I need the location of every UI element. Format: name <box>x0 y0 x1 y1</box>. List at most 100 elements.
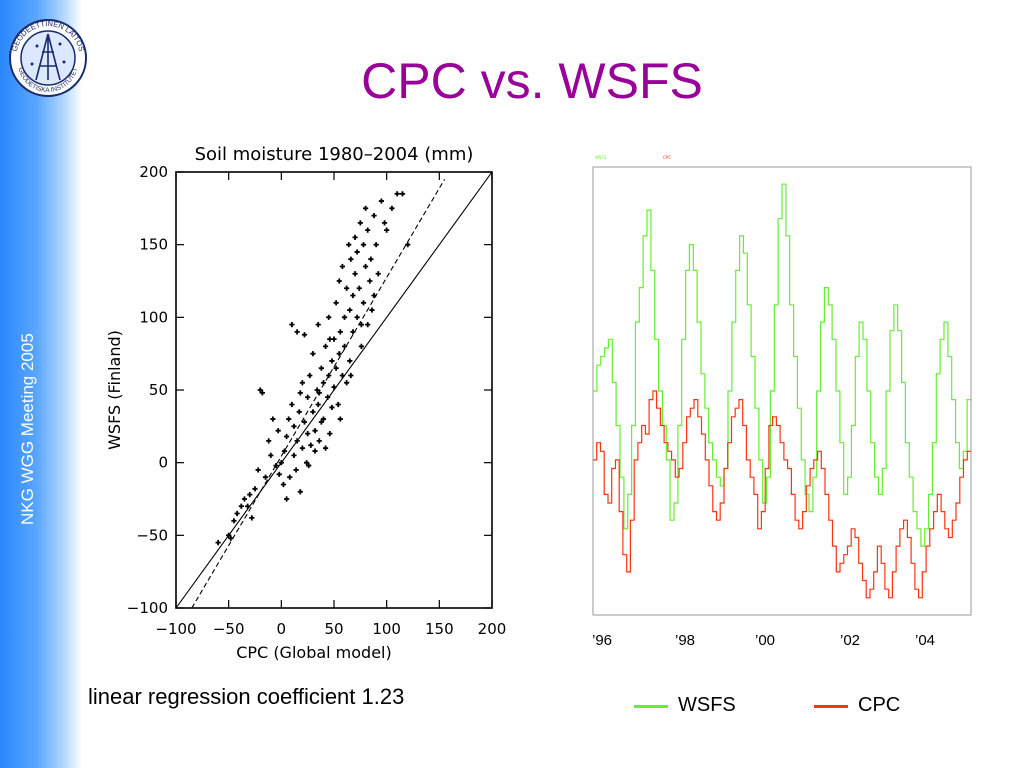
sidebar <box>0 0 82 768</box>
scatter-point <box>322 343 329 349</box>
scatter-point <box>312 448 318 454</box>
scatter-point <box>293 467 299 473</box>
ts-series-cpc <box>593 390 971 599</box>
scatter-point <box>337 329 343 335</box>
scatter-yaxis-label: WSFS (Finland) <box>105 330 124 450</box>
scatter-point <box>329 358 335 364</box>
scatter-point <box>306 462 312 469</box>
scatter-point <box>247 492 253 498</box>
ts-xtick-04: ’04 <box>915 632 936 649</box>
scatter-point <box>381 220 388 226</box>
scatter-point <box>322 445 329 451</box>
scatter-point <box>405 242 411 248</box>
scatter-point <box>371 213 377 219</box>
scatter-point <box>308 442 314 448</box>
scatter-point <box>234 510 240 517</box>
scatter-point <box>315 322 321 328</box>
scatter-point <box>310 351 316 357</box>
scatter-point <box>270 416 276 422</box>
scatter-point <box>357 220 363 226</box>
scatter-ytick-label: 50 <box>149 381 168 399</box>
scatter-point <box>347 358 353 364</box>
scatter-point <box>358 343 364 349</box>
scatter-point <box>339 372 346 379</box>
scatter-point <box>305 394 311 400</box>
scatter-point <box>339 263 346 270</box>
timeseries-chart: WSFS CPC <box>592 155 972 616</box>
scatter-point <box>335 401 341 408</box>
scatter-point <box>373 242 379 248</box>
scatter-xtick-label: 100 <box>372 620 401 638</box>
scatter-point <box>252 486 258 492</box>
scatter-point <box>284 433 290 440</box>
scatter-point <box>369 307 375 313</box>
scatter-point <box>231 518 237 524</box>
ts-xtick-96: ’96 <box>592 632 613 649</box>
scatter-xtick-label: 150 <box>425 620 454 638</box>
scatter-point <box>384 227 390 233</box>
institute-logo: GEODEETTINEN LAITOS GEODETISKA INSTITUTE… <box>9 19 87 97</box>
scatter-point <box>346 242 352 248</box>
scatter-point <box>368 256 374 262</box>
identity-line <box>176 172 492 608</box>
scatter-point <box>278 460 284 466</box>
scatter-point <box>371 292 377 299</box>
scatter-point <box>310 409 316 415</box>
scatter-point <box>315 401 321 408</box>
scatter-point <box>326 372 332 379</box>
scatter-point <box>249 515 255 521</box>
scatter-point <box>266 438 272 444</box>
scatter-point <box>301 419 308 425</box>
scatter-point <box>327 336 333 342</box>
scatter-point <box>289 322 295 328</box>
scatter-point <box>301 332 308 338</box>
scatter-ytick-label: −50 <box>136 526 168 544</box>
scatter-point <box>314 387 320 393</box>
ts-series-wsfs <box>593 183 971 547</box>
legend-label-cpc: CPC <box>858 694 901 716</box>
scatter-point <box>294 329 300 335</box>
scatter-point <box>326 314 332 320</box>
scatter-point <box>360 300 367 306</box>
scatter-point <box>275 428 281 434</box>
scatter-plot-area <box>176 172 492 608</box>
scatter-point <box>226 532 232 538</box>
scatter-point <box>363 205 369 211</box>
ts-xtick-98: ’98 <box>675 632 696 649</box>
scatter-point <box>356 285 362 291</box>
scatter-point <box>284 496 290 502</box>
ts-plot-frame <box>592 166 972 616</box>
ts-xtick-00: ’00 <box>755 632 776 649</box>
scatter-ytick-label: 100 <box>139 308 168 326</box>
scatter-point <box>394 191 400 197</box>
scatter-point <box>341 314 348 320</box>
scatter-point <box>320 416 327 422</box>
legend-label-wsfs: WSFS <box>678 694 736 716</box>
scatter-point <box>336 351 342 357</box>
scatter-point <box>358 322 364 328</box>
scatter-ytick-label: −100 <box>127 599 168 617</box>
scatter-point <box>299 380 305 386</box>
meeting-label: NKG WGG Meeting 2005 <box>18 333 37 525</box>
scatter-point <box>304 460 310 466</box>
scatter-point <box>354 314 360 320</box>
scatter-point <box>228 535 234 541</box>
scatter-point <box>327 431 333 437</box>
scatter-ytick-label: 150 <box>139 236 168 254</box>
scatter-point <box>352 234 358 240</box>
scatter-point <box>375 271 381 277</box>
scatter-ytick-label: 0 <box>158 454 168 472</box>
scatter-point <box>296 409 302 415</box>
scatter-point <box>312 428 318 434</box>
scatter-point <box>291 423 297 429</box>
scatter-xtick-label: −100 <box>155 620 196 638</box>
scatter-xaxis-label: CPC (Global model) <box>236 643 392 662</box>
scatter-point <box>363 263 369 270</box>
scatter-point <box>294 438 300 444</box>
scatter-point <box>297 489 303 495</box>
scatter-chart: Soil moisture 1980–2004 (mm) −100 −100 −50 −… <box>105 144 506 662</box>
scatter-chart-panel: Soil moisture 1980–2004 (mm) −100 −100 −50 −… <box>88 136 510 676</box>
scatter-point <box>268 452 274 458</box>
scatter-point <box>245 503 251 509</box>
ts-inner-legend-wsfs: WSFS <box>595 155 607 160</box>
